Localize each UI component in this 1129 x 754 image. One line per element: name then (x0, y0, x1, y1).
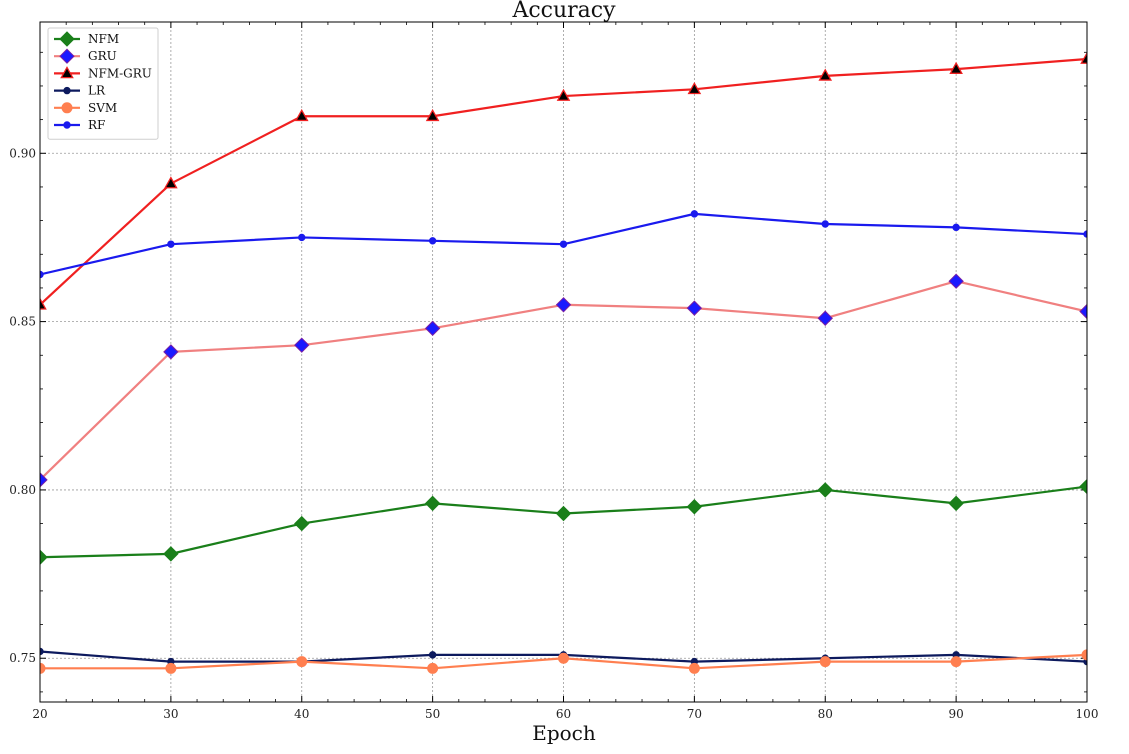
gru-point (948, 273, 964, 289)
nfm-gru-point (294, 108, 309, 122)
legend-swatch-marker (59, 31, 75, 47)
series-svm (40, 649, 1087, 674)
series-nfm-gru (40, 51, 1087, 310)
nfm-point (163, 546, 179, 562)
lr-point (428, 651, 437, 659)
series-nfm (40, 478, 1087, 565)
legend-label: NFM (88, 32, 119, 46)
legend: NFM GRU NFM-GRU LR SVM RF (47, 27, 159, 140)
series-group (40, 51, 1087, 674)
x-tick-label: 90 (948, 707, 963, 721)
nfm-gru-point (164, 176, 178, 189)
svm-point (296, 656, 308, 668)
nfm-gru-point (40, 297, 47, 310)
series-rf (40, 210, 1087, 279)
svm-point (950, 656, 962, 668)
legend-swatch-marker (63, 86, 71, 95)
x-tick-label: 50 (425, 707, 440, 721)
svm-point (1081, 649, 1087, 661)
x-tick-label: 20 (32, 707, 47, 721)
nfm-point (817, 482, 833, 498)
nfm-gru-point (818, 68, 833, 81)
nfm-gru-point (556, 88, 571, 101)
nfm-gru-point (687, 81, 702, 95)
plot-frame (39, 21, 1088, 703)
lr-point (40, 647, 44, 656)
rf-point (821, 220, 829, 228)
x-tick-label: 80 (818, 707, 833, 721)
legend-item-nfm-gru: NFM-GRU (54, 66, 152, 80)
legend-item-lr: LR (54, 84, 106, 98)
y-tick-label: 0.85 (9, 315, 36, 329)
y-tick-label: 0.80 (9, 483, 36, 497)
legend-label: LR (88, 84, 106, 98)
nfm-gru-point (425, 108, 440, 122)
legend-label: RF (88, 118, 105, 132)
legend-label: GRU (88, 49, 117, 63)
legend-label: NFM-GRU (88, 66, 152, 80)
nfm-point (1079, 478, 1087, 495)
gru-point (555, 297, 572, 313)
legend-swatch-marker (63, 121, 71, 129)
legend-item-svm: SVM (54, 101, 117, 115)
x-tick-label: 40 (294, 707, 309, 721)
x-tick-label: 60 (556, 707, 571, 721)
legend-item-gru: GRU (54, 48, 117, 64)
rf-point (1083, 230, 1087, 238)
chart-title: Accuracy (511, 0, 616, 23)
nfm-point (948, 495, 964, 512)
gru-point (40, 472, 48, 488)
nfm-point (686, 499, 703, 515)
series-gru (40, 273, 1087, 488)
legend-item-nfm: NFM (54, 31, 119, 47)
rf-point (298, 233, 306, 242)
rf-point (40, 270, 44, 279)
gru-point (686, 300, 703, 316)
legend-label: SVM (88, 101, 117, 115)
rf-point (690, 210, 699, 218)
x-tick-label: 70 (687, 707, 702, 721)
nfm-gru-point (949, 61, 963, 74)
gru-point (1079, 303, 1087, 320)
legend-swatch-marker (59, 48, 75, 64)
rf-point (559, 240, 568, 248)
nfm-point (424, 495, 441, 512)
nfm-point (40, 549, 48, 565)
svm-point (40, 662, 46, 674)
nfm-point (555, 505, 572, 522)
gru-point (163, 344, 179, 360)
x-axis-label: Epoch (532, 721, 596, 745)
gru-point (294, 337, 310, 353)
rf-point (952, 223, 960, 232)
svm-point (427, 662, 439, 674)
svm-point (165, 662, 177, 674)
gru-point (817, 310, 833, 326)
gru-point (424, 320, 441, 337)
rf-point (167, 240, 175, 248)
svm-point (819, 656, 831, 668)
rf-point (428, 237, 437, 245)
y-tick-label: 0.75 (9, 651, 36, 665)
x-tick-label: 100 (1076, 707, 1099, 721)
nfm-point (294, 515, 310, 532)
y-tick-label: 0.90 (9, 146, 36, 160)
nfm-gru-point (1080, 51, 1087, 64)
legend-swatch-marker (61, 102, 73, 114)
svm-point (558, 652, 569, 664)
grid (40, 22, 1087, 702)
x-tick-label: 30 (163, 707, 178, 721)
legend-swatch-marker (60, 66, 74, 79)
legend-item-rf: RF (54, 118, 105, 132)
axis-ticks: 20 30 40 50 60 70 80 90 100 0.75 0.80 0.85 0.90 (9, 22, 1098, 721)
svm-point (688, 662, 700, 674)
